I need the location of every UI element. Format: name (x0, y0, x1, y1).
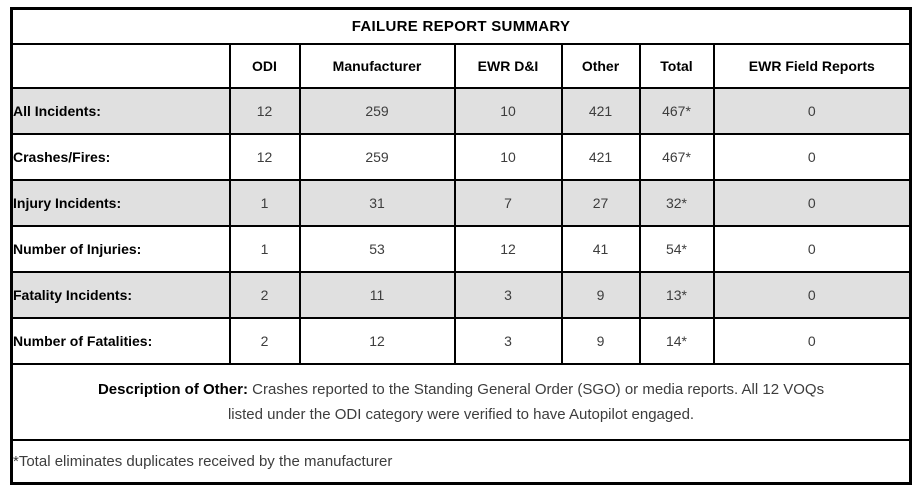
column-header-ewr-di: EWR D&I (453, 42, 563, 89)
column-header-manufacturer: Manufacturer (298, 42, 456, 89)
cell-total: 467* (638, 86, 715, 135)
title-row: FAILURE REPORT SUMMARY (10, 7, 912, 45)
cell-ewr-di: 12 (453, 224, 563, 273)
cell-odi: 12 (228, 86, 301, 135)
description-line-1: Description of Other: Crashes reported t… (14, 377, 909, 402)
table-row-fatality-incidents: Fatality Incidents: 2 11 3 9 13* 0 (10, 270, 912, 319)
column-header-other: Other (560, 42, 641, 89)
cell-other: 9 (560, 270, 641, 319)
cell-ewr-field-reports: 0 (712, 224, 912, 273)
cell-odi: 2 (228, 270, 301, 319)
cell-ewr-di: 7 (453, 178, 563, 227)
row-label: Injury Incidents: (10, 178, 231, 227)
description-cell: Description of Other: Crashes reported t… (10, 362, 912, 441)
column-header-total: Total (638, 42, 715, 89)
cell-odi: 12 (228, 132, 301, 181)
row-label: Crashes/Fires: (10, 132, 231, 181)
table-title: FAILURE REPORT SUMMARY (10, 7, 912, 45)
cell-ewr-di: 3 (453, 316, 563, 365)
description-text-line2: listed under the ODI category were verif… (227, 405, 695, 423)
table-row-all-incidents: All Incidents: 12 259 10 421 467* 0 (10, 86, 912, 135)
cell-ewr-field-reports: 0 (712, 132, 912, 181)
cell-total: 467* (638, 132, 715, 181)
cell-ewr-field-reports: 0 (712, 316, 912, 365)
footnote-text: *Total eliminates duplicates received by… (10, 438, 912, 485)
cell-other: 41 (560, 224, 641, 273)
table-row-crashes-fires: Crashes/Fires: 12 259 10 421 467* 0 (10, 132, 912, 181)
row-label: Fatality Incidents: (10, 270, 231, 319)
failure-report-table: FAILURE REPORT SUMMARY ODI Manufacturer … (10, 7, 913, 485)
cell-other: 421 (560, 86, 641, 135)
cell-odi: 2 (228, 316, 301, 365)
cell-ewr-field-reports: 0 (712, 270, 912, 319)
column-header-ewr-field-reports: EWR Field Reports (712, 42, 912, 89)
description-row: Description of Other: Crashes reported t… (10, 362, 912, 441)
cell-other: 421 (560, 132, 641, 181)
table-row-number-of-fatalities: Number of Fatalities: 2 12 3 9 14* 0 (10, 316, 912, 365)
cell-ewr-di: 10 (453, 86, 563, 135)
cell-ewr-field-reports: 0 (712, 86, 912, 135)
cell-odi: 1 (228, 224, 301, 273)
table-row-number-of-injuries: Number of Injuries: 1 53 12 41 54* 0 (10, 224, 912, 273)
cell-total: 13* (638, 270, 715, 319)
cell-odi: 1 (228, 178, 301, 227)
cell-manufacturer: 12 (298, 316, 456, 365)
header-row: ODI Manufacturer EWR D&I Other Total EWR… (10, 42, 912, 89)
cell-total: 14* (638, 316, 715, 365)
description-text-line1: Crashes reported to the Standing General… (252, 380, 825, 398)
cell-other: 9 (560, 316, 641, 365)
row-label: Number of Injuries: (10, 224, 231, 273)
cell-ewr-di: 3 (453, 270, 563, 319)
column-header-odi: ODI (228, 42, 301, 89)
description-label: Description of Other: (97, 380, 248, 398)
cell-manufacturer: 11 (298, 270, 456, 319)
cell-ewr-field-reports: 0 (712, 178, 912, 227)
row-label: All Incidents: (10, 86, 231, 135)
cell-ewr-di: 10 (453, 132, 563, 181)
cell-total: 54* (638, 224, 715, 273)
cell-manufacturer: 53 (298, 224, 456, 273)
row-label: Number of Fatalities: (10, 316, 231, 365)
cell-total: 32* (638, 178, 715, 227)
cell-manufacturer: 259 (298, 86, 456, 135)
cell-other: 27 (560, 178, 641, 227)
cell-manufacturer: 259 (298, 132, 456, 181)
footnote-row: *Total eliminates duplicates received by… (10, 438, 912, 485)
cell-manufacturer: 31 (298, 178, 456, 227)
column-header-blank (10, 42, 231, 89)
table-row-injury-incidents: Injury Incidents: 1 31 7 27 32* 0 (10, 178, 912, 227)
